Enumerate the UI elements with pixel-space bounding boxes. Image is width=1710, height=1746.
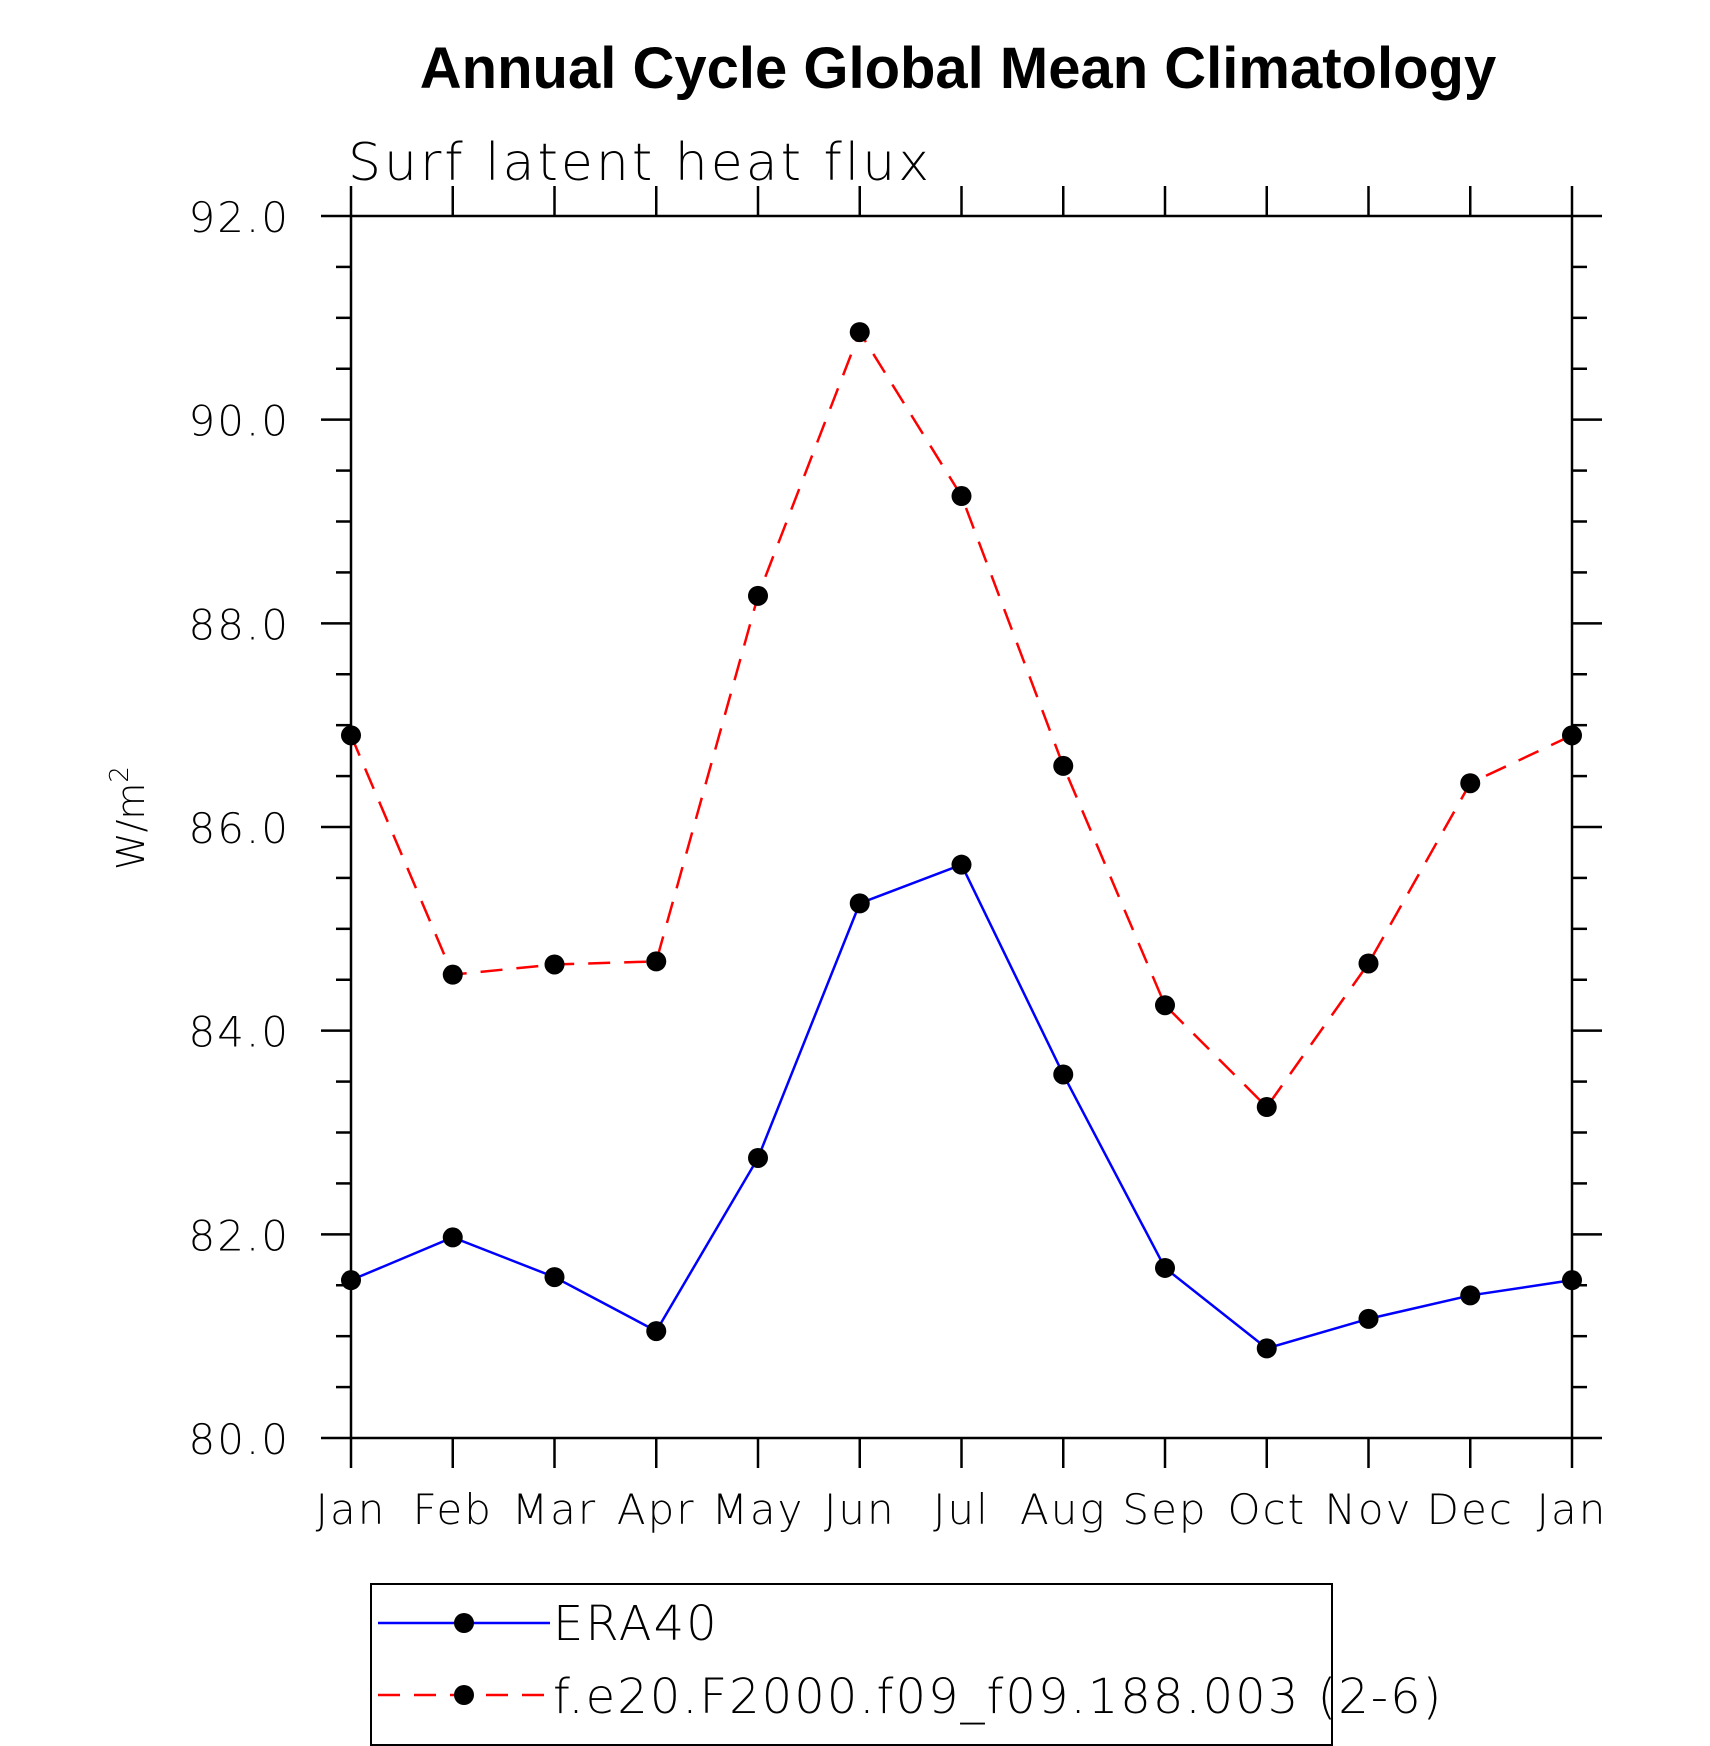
series-layer — [341, 322, 1582, 1359]
data-point-s0-4 — [748, 1147, 768, 1168]
legend-box — [370, 1583, 1333, 1746]
y-axis-label-base: W/m — [109, 783, 153, 870]
data-point-s0-9 — [1256, 1338, 1277, 1359]
data-point-s1-1 — [442, 964, 463, 985]
y-tick-label: 82.0 — [188, 1211, 290, 1260]
data-point-s0-1 — [442, 1227, 463, 1248]
data-point-s0-10 — [1358, 1308, 1379, 1329]
y-tick-label: 92.0 — [188, 193, 290, 242]
legend-marker-model — [454, 1685, 474, 1705]
x-tick-label: Jan — [316, 1485, 387, 1534]
x-tick-label: Apr — [617, 1485, 696, 1534]
legend-label-era40: ERA40 — [553, 1596, 719, 1652]
data-point-s0-6 — [951, 854, 972, 875]
x-tick-label: Mar — [512, 1485, 597, 1534]
data-point-s1-6 — [951, 486, 972, 507]
data-point-s0-2 — [544, 1267, 565, 1288]
plot-frame — [349, 214, 1574, 1440]
legend: ERA40 f.e20.F2000.f09_f09.188.003 (2-6) — [370, 1583, 1443, 1746]
chart-title: Annual Cycle Global Mean Climatology — [420, 36, 1496, 101]
chart-subtitle: Surf latent heat flux — [348, 133, 932, 193]
y-tick-label: 88.0 — [188, 600, 290, 649]
y-axis: 80.0 82.0 84.0 86.0 88.0 90.0 92.0 — [188, 193, 1602, 1464]
x-tick-label: Dec — [1427, 1485, 1514, 1534]
data-point-s1-2 — [544, 954, 565, 975]
x-tick-label: May — [712, 1485, 805, 1534]
data-point-s0-12 — [1562, 1270, 1582, 1291]
data-point-s1-0 — [341, 725, 361, 746]
x-tick-label: Oct — [1227, 1485, 1306, 1534]
data-point-s1-11 — [1460, 773, 1481, 794]
y-tick-label: 84.0 — [188, 1008, 290, 1057]
data-point-s0-11 — [1460, 1285, 1481, 1306]
legend-label-model: f.e20.F2000.f09_f09.188.003 (2-6) — [553, 1669, 1443, 1725]
y-axis-label: W/m2 — [105, 766, 153, 870]
y-axis-label-sup: 2 — [105, 766, 135, 783]
x-axis: Jan Feb Mar Apr May Jun Jul Aug Sep Oct Nov Dec Jan — [316, 186, 1608, 1534]
data-point-s1-3 — [646, 951, 667, 972]
data-point-s1-10 — [1358, 953, 1379, 974]
series-line-1 — [349, 329, 1573, 1109]
plot-border — [349, 214, 1574, 1440]
y-tick-label: 90.0 — [188, 397, 290, 446]
y-tick-label: 86.0 — [188, 804, 290, 853]
x-tick-label: Jul — [933, 1485, 990, 1534]
series-line-0 — [350, 863, 1573, 1350]
data-point-s0-8 — [1155, 1257, 1175, 1278]
data-point-s1-9 — [1256, 1097, 1277, 1118]
data-point-s0-5 — [849, 893, 870, 914]
data-point-s0-7 — [1053, 1064, 1074, 1085]
x-tick-label: Sep — [1122, 1485, 1207, 1534]
x-tick-label: Nov — [1325, 1485, 1413, 1534]
x-tick-label: Jan — [1537, 1485, 1608, 1534]
data-point-s0-3 — [646, 1321, 667, 1342]
y-tick-label: 80.0 — [188, 1415, 290, 1464]
data-point-s0-0 — [341, 1270, 361, 1291]
legend-marker-era40 — [454, 1613, 474, 1633]
x-tick-label: Aug — [1020, 1485, 1107, 1534]
data-point-s1-7 — [1053, 755, 1074, 776]
x-tick-label: Jun — [824, 1485, 896, 1534]
data-point-s1-12 — [1562, 725, 1582, 746]
data-point-s1-5 — [849, 322, 870, 343]
data-point-s1-4 — [748, 585, 768, 606]
x-tick-label: Feb — [413, 1485, 493, 1534]
data-point-s1-8 — [1155, 995, 1175, 1016]
